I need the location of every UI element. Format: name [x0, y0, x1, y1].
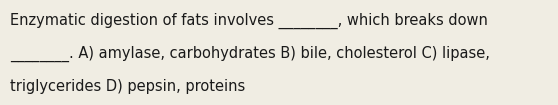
Text: ________. A) amylase, carbohydrates B) bile, cholesterol C) lipase,: ________. A) amylase, carbohydrates B) b…	[10, 46, 490, 62]
Text: Enzymatic digestion of fats involves ________, which breaks down: Enzymatic digestion of fats involves ___…	[10, 13, 488, 29]
Text: triglycerides D) pepsin, proteins: triglycerides D) pepsin, proteins	[10, 79, 246, 94]
